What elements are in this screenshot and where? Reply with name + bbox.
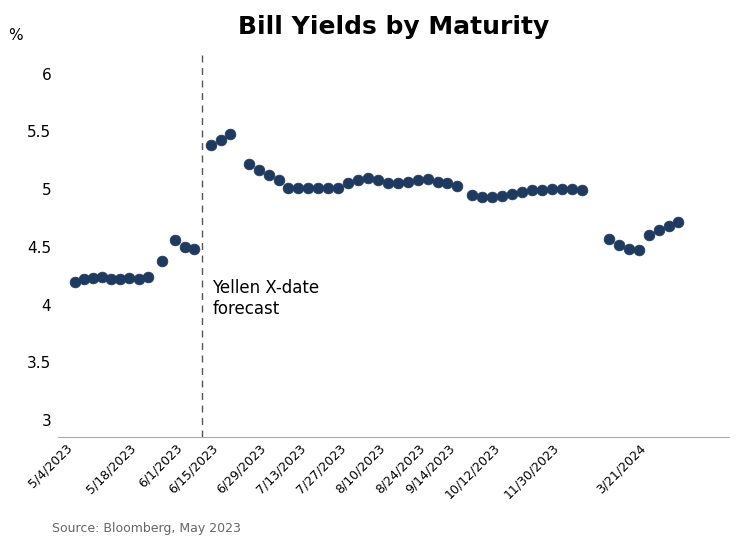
Point: [188, 245, 200, 253]
Point: [292, 184, 304, 193]
Point: [362, 173, 374, 182]
Point: [106, 275, 118, 284]
Point: [263, 171, 275, 180]
Point: [205, 141, 217, 150]
Point: [422, 174, 434, 183]
Point: [623, 245, 635, 253]
Point: [132, 275, 144, 284]
Title: Bill Yields by Maturity: Bill Yields by Maturity: [238, 15, 549, 39]
Point: [312, 184, 324, 193]
Point: [87, 274, 99, 282]
Point: [526, 186, 538, 195]
Point: [663, 222, 675, 230]
Point: [432, 178, 443, 187]
Point: [342, 179, 354, 188]
Point: [603, 235, 615, 243]
Point: [283, 184, 295, 193]
Point: [179, 243, 190, 251]
Point: [565, 185, 577, 194]
Point: [476, 193, 488, 202]
Point: [272, 175, 284, 184]
Point: [613, 240, 625, 249]
Point: [214, 135, 226, 144]
Point: [516, 187, 528, 196]
Text: Source: Bloomberg, May 2023: Source: Bloomberg, May 2023: [52, 522, 241, 535]
Point: [352, 175, 364, 184]
Point: [124, 274, 135, 282]
Point: [78, 275, 90, 284]
Point: [392, 179, 404, 188]
Point: [576, 186, 588, 195]
Point: [402, 178, 414, 187]
Point: [96, 273, 108, 281]
Point: [556, 185, 568, 194]
Point: [169, 236, 181, 244]
Point: [141, 273, 153, 281]
Point: [332, 184, 344, 193]
Point: [372, 175, 384, 184]
Point: [452, 181, 464, 190]
Point: [382, 179, 394, 188]
Point: [441, 179, 453, 188]
Point: [69, 277, 81, 286]
Point: [466, 190, 478, 199]
Point: [536, 186, 548, 195]
Point: [225, 130, 237, 138]
Point: [243, 159, 254, 168]
Point: [115, 275, 126, 284]
Text: %: %: [8, 28, 22, 43]
Point: [322, 184, 334, 193]
Point: [253, 165, 265, 174]
Point: [546, 185, 558, 194]
Point: [496, 192, 508, 201]
Point: [673, 217, 684, 226]
Text: Yellen X-date
forecast: Yellen X-date forecast: [212, 279, 319, 318]
Point: [652, 225, 664, 234]
Point: [155, 257, 167, 265]
Point: [506, 189, 518, 198]
Point: [633, 246, 645, 254]
Point: [302, 184, 314, 193]
Point: [643, 231, 655, 239]
Point: [487, 193, 498, 202]
Point: [411, 175, 423, 184]
